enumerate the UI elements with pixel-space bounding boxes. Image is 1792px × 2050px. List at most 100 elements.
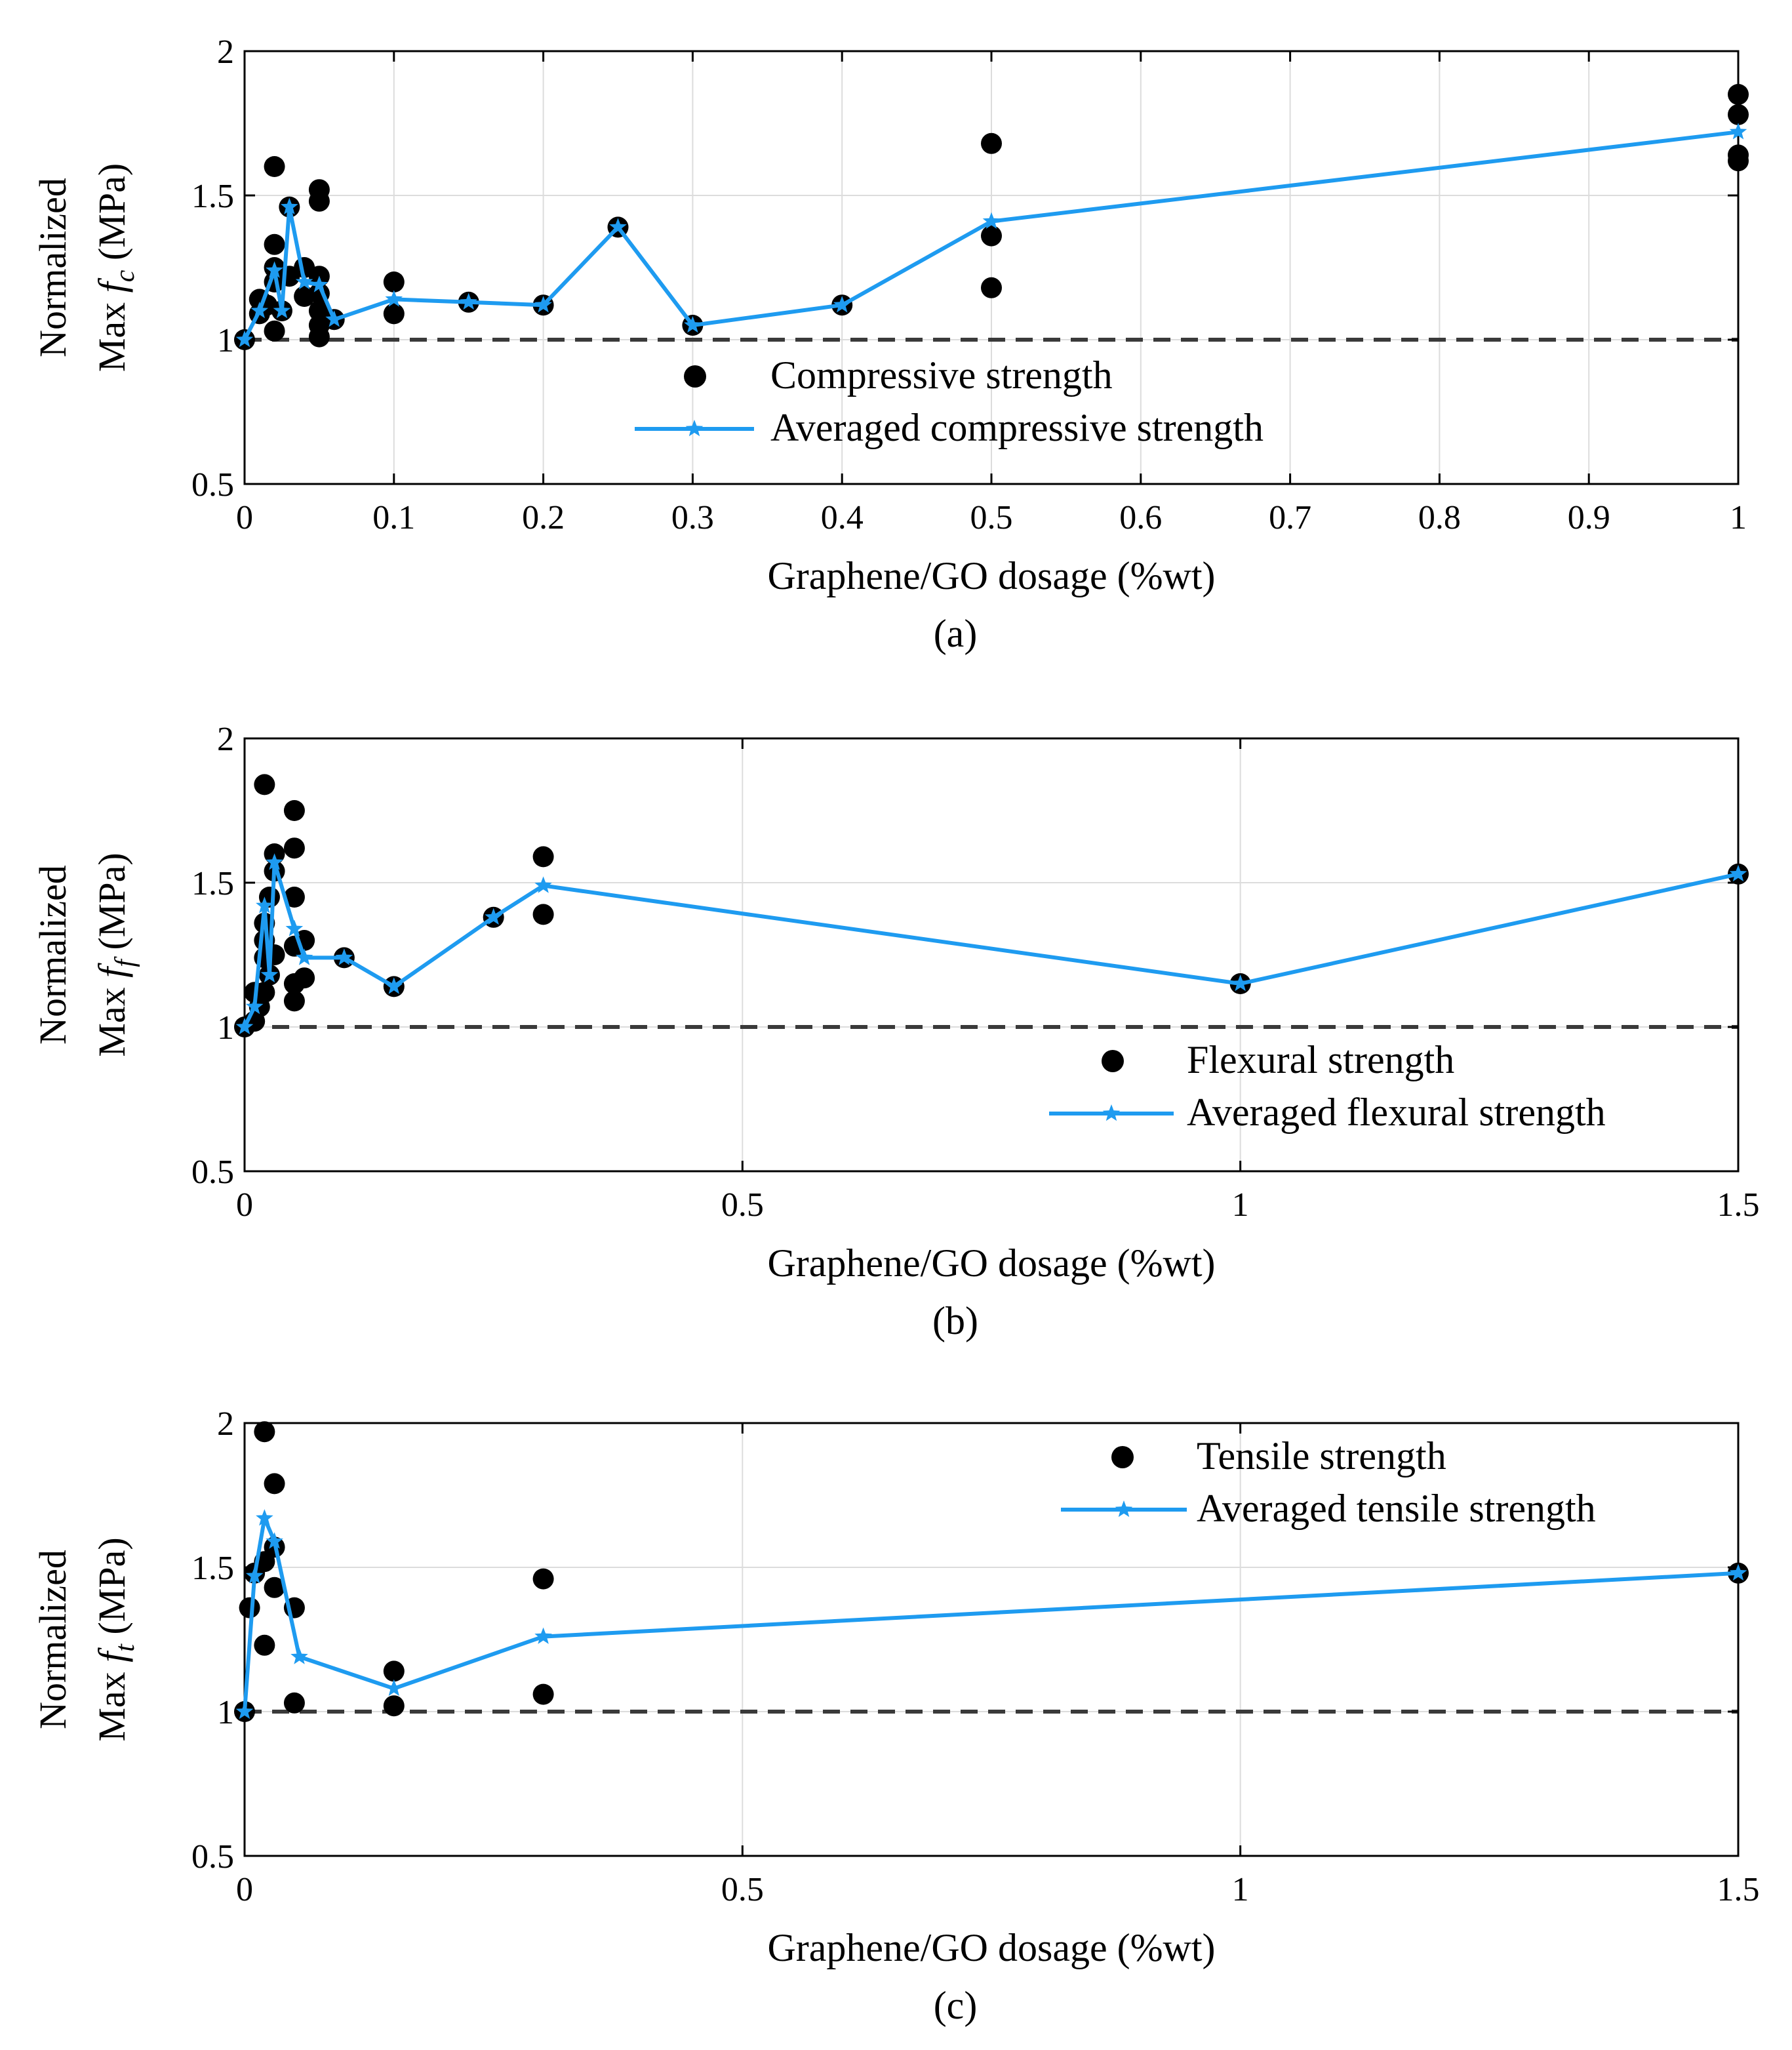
x-axis-label: Graphene/GO dosage (%wt) — [767, 1241, 1215, 1285]
averaged-marker — [281, 197, 298, 214]
x-tick-label: 1 — [1232, 1186, 1249, 1224]
averaged-marker — [250, 302, 269, 319]
averaged-marker — [385, 1679, 403, 1697]
legend-line-marker — [1102, 1104, 1121, 1121]
averaged-marker — [1729, 1563, 1747, 1581]
averaged-marker — [684, 316, 702, 333]
averaged-marker — [235, 331, 254, 348]
data-point — [283, 990, 305, 1012]
legend: Tensile strength Averaged tensile strengt… — [1061, 1434, 1596, 1530]
data-point — [981, 277, 1002, 298]
averaged-marker — [833, 296, 851, 313]
x-tick-label: 0.8 — [1418, 499, 1461, 536]
averaged-marker — [256, 1509, 273, 1526]
averaged-marker — [245, 1567, 264, 1584]
averaged-marker — [534, 296, 552, 313]
data-point — [264, 1473, 285, 1495]
data-point — [1728, 84, 1749, 105]
averaged-marker — [266, 261, 283, 278]
averaged-marker — [609, 218, 627, 235]
x-axis-label: Graphene/GO dosage (%wt) — [767, 1926, 1215, 1969]
averaged-marker — [385, 290, 403, 307]
y-axis-label-top: Normalized — [31, 1550, 74, 1729]
x-tick-label: 0.9 — [1568, 499, 1610, 536]
data-point — [283, 887, 305, 908]
averaged-marker — [485, 908, 502, 925]
y-tick-label: 1 — [217, 1694, 234, 1731]
data-point — [1728, 150, 1749, 172]
y-tick-label: 1.5 — [191, 178, 234, 215]
y-axis-label-main: Max fc (MPa) — [90, 163, 140, 372]
averaged-marker — [266, 1532, 283, 1549]
legend-point-marker — [684, 365, 706, 388]
axes-box — [243, 737, 1740, 1173]
averaged-marker — [235, 1018, 254, 1035]
data-point — [532, 1568, 554, 1590]
x-tick-label: 0.5 — [970, 499, 1013, 536]
x-tick-label: 0 — [236, 499, 253, 536]
averaged-marker — [260, 965, 279, 983]
data-point — [283, 800, 305, 821]
averaged-marker — [235, 1702, 254, 1719]
averaged-marker — [325, 310, 343, 327]
panel-caption: (c) — [934, 1984, 978, 2027]
data-point — [383, 1695, 405, 1717]
data-point — [532, 846, 554, 868]
data-point — [294, 967, 315, 989]
data-point — [308, 326, 330, 348]
x-tick-label: 1 — [1232, 1871, 1249, 1908]
data-point — [254, 1634, 275, 1656]
data-point — [254, 1421, 275, 1443]
data-point — [264, 156, 285, 177]
data-point — [383, 271, 405, 292]
legend: Flexural strength Averaged flexural stren… — [1049, 1038, 1606, 1134]
y-axis-label-main: Max ff (MPa) — [90, 853, 140, 1056]
averaged-line — [243, 130, 1739, 341]
averaged-marker — [290, 1647, 308, 1664]
y-tick-label: 0.5 — [191, 1838, 234, 1876]
x-tick-label: 0.5 — [721, 1186, 764, 1224]
legend-line-label: Averaged tensile strength — [1197, 1487, 1596, 1530]
y-tick-label: 2 — [217, 33, 234, 71]
averaged-marker — [1231, 975, 1249, 992]
data-point — [981, 132, 1002, 154]
data-point — [532, 904, 554, 925]
averaged-marker — [460, 292, 477, 310]
data-point — [532, 1683, 554, 1705]
data-point — [981, 225, 1002, 247]
x-tick-label: 1.5 — [1717, 1871, 1760, 1908]
averaged-marker — [256, 896, 273, 914]
data-point — [283, 837, 305, 859]
x-tick-label: 0.6 — [1119, 499, 1162, 536]
data-point — [383, 1660, 405, 1682]
averaged-marker — [534, 876, 552, 893]
x-tick-label: 0.1 — [372, 499, 415, 536]
axes-box — [243, 1422, 1740, 1857]
data-point — [254, 774, 275, 795]
data-point — [254, 982, 275, 1003]
data-point — [308, 190, 330, 212]
plot-area — [245, 1423, 1738, 1856]
panel-caption: (a) — [934, 612, 978, 655]
y-axis-label-main: Max ft (MPa) — [90, 1537, 140, 1741]
averaged-marker — [335, 948, 353, 965]
x-tick-label: 0.2 — [522, 499, 565, 536]
averaged-marker — [245, 997, 264, 1015]
data-point — [283, 1692, 305, 1714]
averaged-marker — [266, 853, 283, 870]
legend-points-label: Flexural strength — [1187, 1038, 1454, 1081]
averaged-marker — [385, 977, 403, 994]
averaged-marker — [310, 275, 329, 292]
averaged-marker — [1729, 123, 1747, 140]
averaged-marker — [273, 302, 291, 319]
averaged-marker — [534, 1627, 552, 1644]
averaged-marker — [295, 273, 313, 290]
x-tick-label: 0.5 — [721, 1871, 764, 1908]
legend-line-marker — [685, 420, 704, 437]
legend-line-label: Averaged compressive strength — [770, 406, 1264, 449]
y-tick-label: 1.5 — [191, 1550, 234, 1587]
averaged-line — [243, 1516, 1739, 1712]
plot-area — [245, 738, 1738, 1171]
